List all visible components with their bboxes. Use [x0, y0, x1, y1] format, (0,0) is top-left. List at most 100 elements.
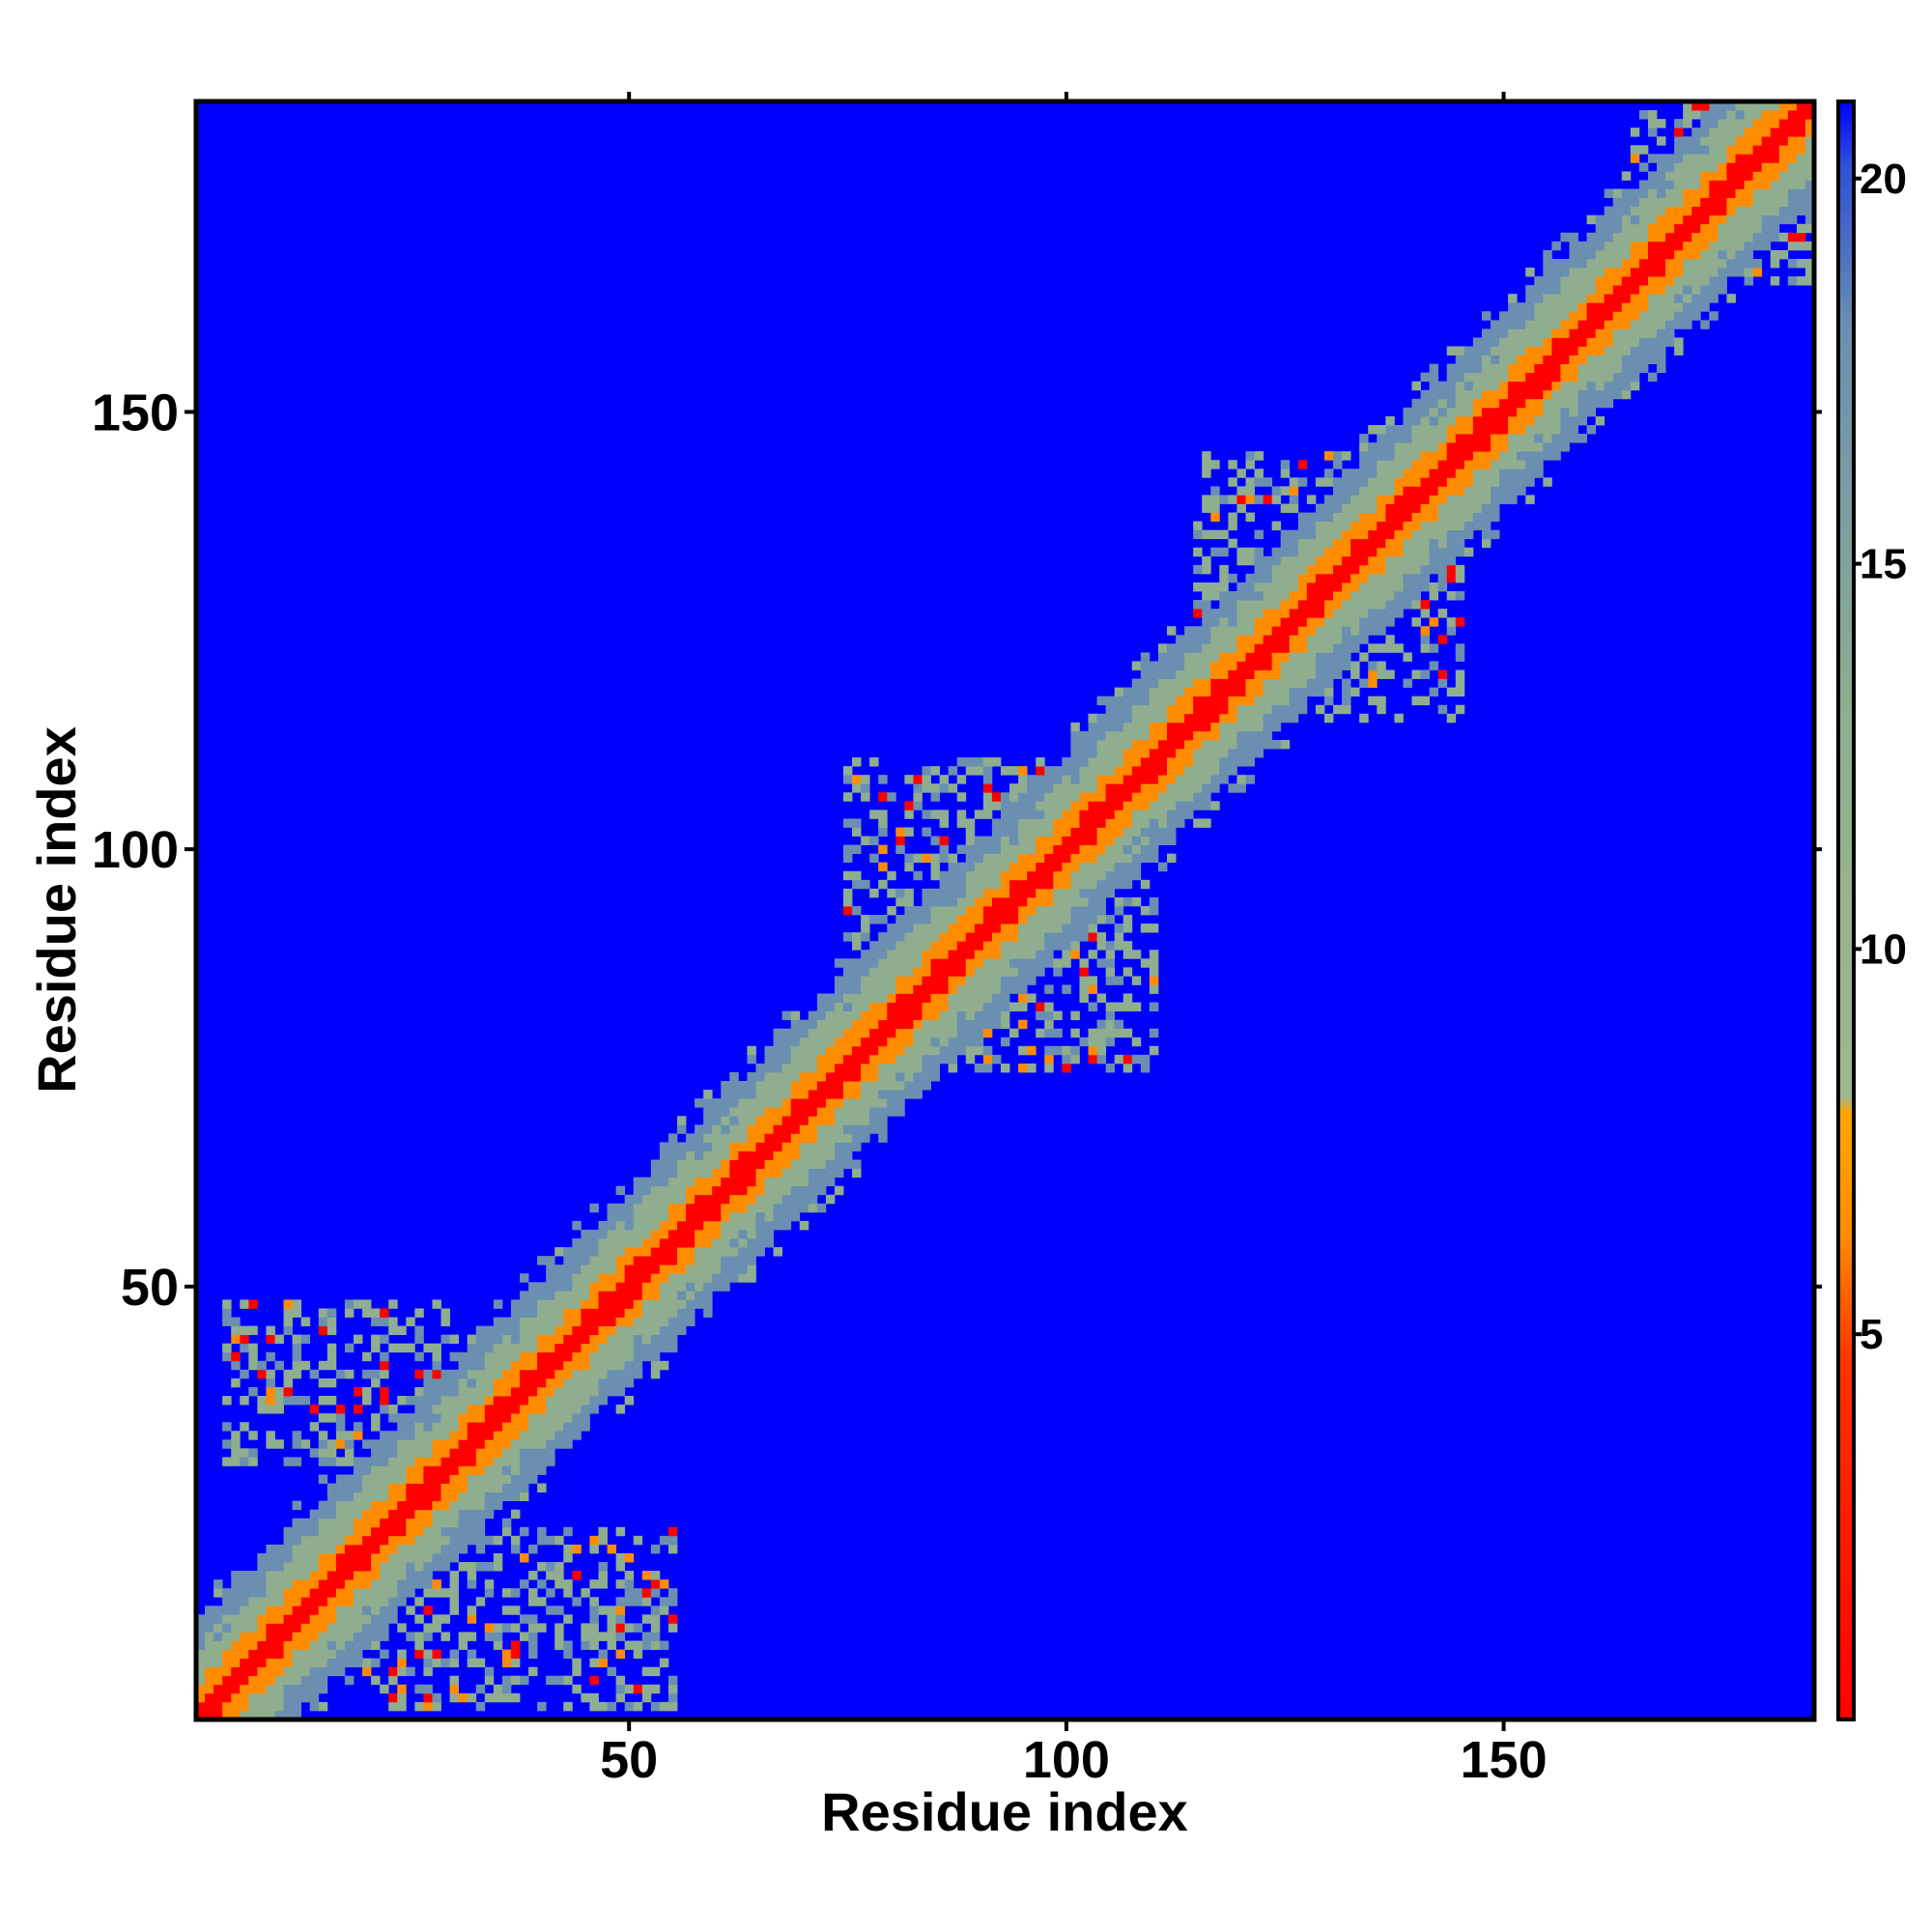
heatmap-cell	[668, 1308, 678, 1318]
heatmap-cell	[1114, 801, 1124, 810]
heatmap-cell	[327, 1308, 337, 1318]
heatmap-cell	[467, 1579, 477, 1589]
heatmap-cell	[1735, 206, 1745, 216]
heatmap-cell	[1368, 661, 1378, 670]
heatmap-cell	[781, 1203, 792, 1213]
heatmap-cell	[1131, 766, 1142, 776]
heatmap-cell	[808, 1019, 818, 1030]
heatmap-cell	[1342, 529, 1351, 540]
heatmap-cell	[572, 1238, 582, 1248]
heatmap-cell	[537, 1308, 547, 1318]
heatmap-cell	[1193, 582, 1203, 592]
heatmap-cell	[1018, 967, 1028, 977]
heatmap-cell	[869, 1116, 879, 1125]
heatmap-cell	[1463, 407, 1474, 417]
heatmap-cell	[546, 1334, 555, 1345]
heatmap-cell	[1289, 547, 1299, 557]
heatmap-cell	[380, 1509, 389, 1520]
heatmap-cell	[572, 1351, 582, 1362]
heatmap-cell	[930, 950, 940, 959]
heatmap-cell	[484, 1334, 495, 1345]
heatmap-cell	[423, 1386, 433, 1397]
heatmap-cell	[1306, 635, 1317, 644]
heatmap-cell	[501, 1422, 512, 1432]
heatmap-cell	[1517, 398, 1526, 409]
heatmap-cell	[904, 915, 914, 924]
heatmap-cell	[1446, 512, 1457, 522]
heatmap-cell	[1525, 320, 1535, 329]
heatmap-cell	[528, 1448, 538, 1458]
heatmap-cell	[475, 1351, 486, 1362]
heatmap-cell	[1612, 268, 1623, 277]
heatmap-cell	[1700, 232, 1710, 242]
heatmap-cell	[755, 1151, 765, 1160]
heatmap-cell	[380, 1334, 389, 1345]
heatmap-cell	[825, 1019, 836, 1030]
heatmap-cell	[1263, 600, 1273, 610]
heatmap-cell	[799, 1054, 810, 1065]
heatmap-cell	[274, 1396, 284, 1406]
heatmap-cell	[1210, 713, 1220, 724]
heatmap-cell	[1368, 582, 1378, 592]
heatmap-cell	[1297, 687, 1308, 697]
heatmap-cell	[1752, 232, 1763, 242]
heatmap-cell	[712, 1159, 722, 1169]
heatmap-cell	[467, 1457, 477, 1466]
heatmap-cell	[1236, 713, 1246, 724]
heatmap-cell	[572, 1291, 582, 1300]
heatmap-cell	[380, 1535, 389, 1546]
heatmap-cell	[676, 1282, 687, 1292]
heatmap-cell	[335, 1579, 346, 1589]
heatmap-cell	[449, 1605, 460, 1615]
heatmap-cell	[283, 1692, 293, 1703]
heatmap-cell	[1176, 739, 1185, 750]
heatmap-cell	[371, 1378, 381, 1388]
heatmap-cell	[1245, 451, 1255, 461]
heatmap-cell	[1761, 180, 1772, 189]
heatmap-cell	[773, 1098, 783, 1108]
heatmap-cell	[1517, 302, 1526, 312]
heatmap-cell	[939, 1019, 950, 1030]
heatmap-cell	[1228, 696, 1237, 706]
heatmap-cell	[1657, 171, 1666, 181]
heatmap-cell	[449, 1597, 460, 1606]
heatmap-cell	[397, 1571, 407, 1580]
heatmap-cell	[344, 1483, 355, 1492]
heatmap-cell	[1735, 197, 1745, 208]
heatmap-cell	[1744, 128, 1754, 137]
heatmap-cell	[493, 1692, 503, 1703]
heatmap-cell	[1210, 687, 1220, 697]
heatmap-cell	[572, 1282, 582, 1292]
heatmap-cell	[353, 1614, 363, 1624]
heatmap-cell	[991, 870, 1002, 881]
heatmap-cell	[240, 1369, 249, 1379]
heatmap-cell	[458, 1692, 469, 1703]
heatmap-cell	[423, 1369, 433, 1379]
heatmap-cell	[878, 932, 888, 942]
heatmap-cell	[1131, 739, 1142, 750]
heatmap-cell	[432, 1299, 441, 1309]
heatmap-cell	[1000, 810, 1010, 819]
heatmap-cell	[1044, 1002, 1054, 1012]
heatmap-cell	[484, 1632, 495, 1641]
heatmap-cell	[659, 1151, 669, 1160]
heatmap-cell	[1472, 346, 1483, 355]
heatmap-cell	[1079, 870, 1089, 881]
heatmap-cell	[607, 1386, 616, 1397]
heatmap-cell	[799, 1151, 810, 1160]
heatmap-cell	[1359, 555, 1369, 566]
heatmap-cell	[1770, 119, 1780, 128]
heatmap-cell	[1577, 241, 1587, 251]
heatmap-cell	[729, 1098, 739, 1108]
heatmap-cell	[834, 1107, 844, 1117]
heatmap-cell	[1647, 372, 1658, 383]
heatmap-cell	[764, 1168, 774, 1179]
heatmap-cell	[1333, 538, 1343, 549]
heatmap-cell	[676, 1159, 687, 1169]
heatmap-cell	[528, 1282, 538, 1292]
heatmap-cell	[1009, 783, 1019, 793]
heatmap-cell	[1088, 1028, 1097, 1038]
heatmap-cell	[1271, 704, 1282, 715]
heatmap-cell	[738, 1090, 748, 1099]
heatmap-cell	[790, 1177, 801, 1187]
